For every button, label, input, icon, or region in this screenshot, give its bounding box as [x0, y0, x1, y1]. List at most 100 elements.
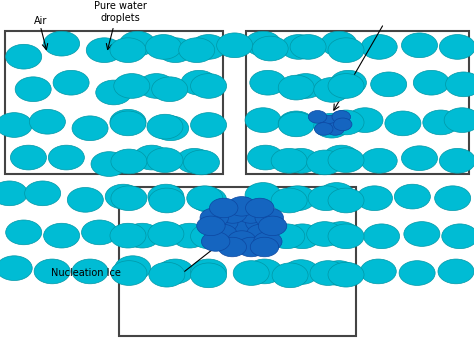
Circle shape: [115, 256, 151, 281]
Circle shape: [187, 186, 223, 211]
Circle shape: [210, 198, 238, 218]
Circle shape: [179, 38, 215, 62]
Circle shape: [10, 145, 46, 170]
Circle shape: [320, 115, 338, 128]
Circle shape: [271, 188, 307, 213]
Circle shape: [237, 204, 265, 223]
Circle shape: [191, 224, 227, 249]
Circle shape: [246, 259, 283, 284]
Circle shape: [319, 182, 355, 207]
Circle shape: [245, 31, 281, 56]
Circle shape: [218, 237, 246, 257]
Text: Air: Air: [34, 16, 47, 26]
Circle shape: [269, 224, 305, 249]
Circle shape: [119, 31, 155, 56]
Circle shape: [439, 149, 474, 173]
Circle shape: [157, 38, 193, 62]
Circle shape: [254, 232, 282, 251]
Circle shape: [252, 36, 288, 61]
Circle shape: [228, 231, 256, 250]
Circle shape: [86, 38, 122, 62]
Circle shape: [0, 113, 32, 137]
Circle shape: [67, 188, 103, 212]
Bar: [118, 187, 356, 336]
Circle shape: [444, 108, 474, 132]
Circle shape: [96, 80, 132, 105]
Circle shape: [245, 182, 281, 207]
Text: Nucleation Ice: Nucleation Ice: [51, 268, 121, 278]
Circle shape: [278, 75, 314, 100]
Circle shape: [219, 204, 247, 223]
Circle shape: [283, 260, 319, 284]
Circle shape: [231, 222, 267, 246]
Circle shape: [446, 72, 474, 97]
Circle shape: [401, 146, 438, 170]
Circle shape: [44, 31, 80, 56]
Circle shape: [247, 145, 283, 170]
Circle shape: [110, 38, 146, 62]
Circle shape: [245, 108, 281, 132]
Circle shape: [25, 181, 61, 206]
Circle shape: [138, 74, 174, 98]
Circle shape: [283, 149, 319, 173]
Circle shape: [333, 118, 352, 131]
Circle shape: [314, 122, 333, 135]
Circle shape: [271, 149, 307, 173]
Circle shape: [321, 31, 357, 56]
Circle shape: [209, 224, 237, 244]
Circle shape: [326, 122, 344, 135]
Circle shape: [124, 223, 160, 248]
Circle shape: [111, 149, 147, 174]
Circle shape: [394, 184, 430, 209]
Circle shape: [53, 70, 89, 95]
Circle shape: [290, 35, 326, 59]
Circle shape: [217, 33, 253, 58]
Circle shape: [280, 186, 316, 211]
Circle shape: [82, 220, 118, 245]
Circle shape: [246, 224, 275, 244]
Circle shape: [435, 186, 471, 211]
Circle shape: [191, 35, 227, 59]
Circle shape: [191, 263, 227, 288]
Circle shape: [91, 152, 127, 176]
Circle shape: [314, 113, 350, 138]
Circle shape: [6, 220, 42, 245]
Circle shape: [183, 150, 219, 175]
Circle shape: [328, 262, 364, 287]
Circle shape: [44, 223, 80, 248]
Bar: [5, 31, 223, 174]
Circle shape: [134, 145, 170, 170]
Circle shape: [111, 261, 147, 285]
Text: Pure water
droplets: Pure water droplets: [94, 1, 147, 23]
Circle shape: [439, 35, 474, 59]
Circle shape: [172, 223, 208, 248]
Circle shape: [255, 208, 283, 227]
Circle shape: [347, 108, 383, 132]
Circle shape: [330, 70, 366, 95]
Bar: [246, 31, 469, 174]
Circle shape: [110, 109, 146, 134]
Circle shape: [281, 35, 317, 59]
Circle shape: [401, 33, 438, 58]
Circle shape: [110, 223, 146, 248]
Circle shape: [15, 77, 51, 102]
Circle shape: [385, 111, 421, 136]
Circle shape: [278, 112, 314, 137]
Circle shape: [191, 188, 227, 212]
Circle shape: [278, 111, 314, 136]
Circle shape: [307, 222, 343, 246]
Circle shape: [29, 109, 65, 134]
Circle shape: [328, 74, 364, 98]
Circle shape: [250, 237, 279, 257]
Circle shape: [191, 74, 227, 98]
Circle shape: [371, 72, 407, 97]
Circle shape: [288, 74, 324, 98]
Circle shape: [181, 70, 217, 95]
Circle shape: [228, 197, 256, 216]
Circle shape: [328, 224, 364, 249]
Circle shape: [328, 188, 364, 213]
Circle shape: [0, 181, 27, 206]
Circle shape: [152, 77, 188, 102]
Circle shape: [246, 213, 274, 232]
Circle shape: [114, 74, 150, 98]
